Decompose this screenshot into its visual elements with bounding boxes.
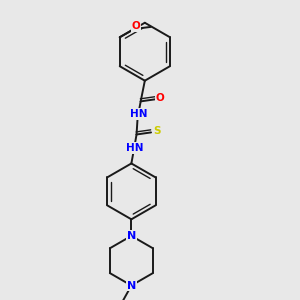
Text: N: N [127,280,136,290]
Text: S: S [154,126,161,136]
Text: HN: HN [130,109,148,119]
Text: O: O [156,93,165,103]
Text: N: N [127,231,136,241]
Text: HN: HN [126,143,144,153]
Text: O: O [132,21,141,31]
